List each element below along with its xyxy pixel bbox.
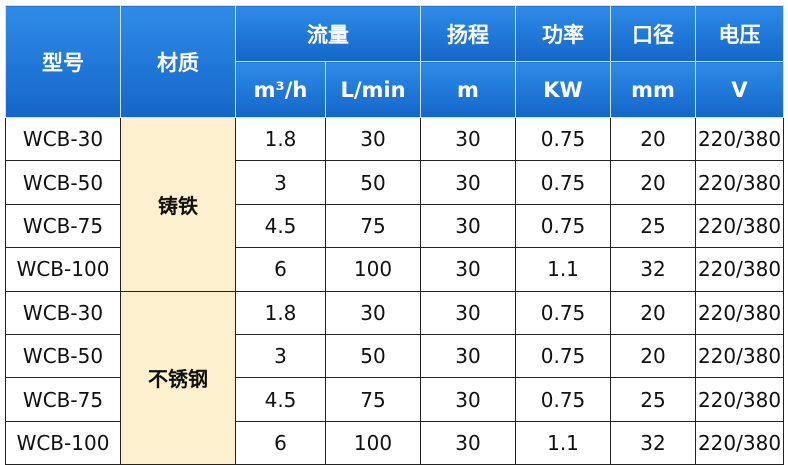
value-cell: 1.1 <box>515 247 611 292</box>
unit-cell: V <box>695 61 784 118</box>
value-cell: 30 <box>420 420 516 465</box>
table-row: WCB-50 3 50 30 0.75 20 220/380 <box>5 160 784 205</box>
table-row: WCB-100 6 100 30 1.1 32 220/380 <box>5 247 784 292</box>
model-cell: WCB-75 <box>5 203 121 249</box>
value-cell: 20 <box>610 290 696 335</box>
value-cell: 100 <box>325 420 421 465</box>
value-cell: 220/380 <box>695 420 784 465</box>
material-cell: 铸铁 <box>120 117 236 292</box>
material-cell: 不锈钢 <box>120 290 236 465</box>
value-cell: 75 <box>325 377 421 422</box>
model-cell: WCB-50 <box>5 160 121 205</box>
value-cell: 220/380 <box>695 116 784 162</box>
header-cell: 材质 <box>120 5 236 118</box>
value-cell: 220/380 <box>695 247 784 292</box>
value-cell: 30 <box>420 377 516 422</box>
value-cell: 30 <box>420 203 516 249</box>
value-cell: 0.75 <box>515 203 611 249</box>
value-cell: 0.75 <box>515 160 611 205</box>
header-cell: 口径 <box>610 5 696 62</box>
value-cell: 220/380 <box>695 160 784 205</box>
value-cell: 220/380 <box>695 377 784 422</box>
value-cell: 75 <box>325 203 421 249</box>
value-cell: 30 <box>325 290 421 335</box>
value-cell: 220/380 <box>695 203 784 249</box>
table-row: WCB-75 4.5 75 30 0.75 25 220/380 <box>5 377 784 422</box>
unit-cell: mm <box>610 61 696 118</box>
value-cell: 30 <box>420 290 516 335</box>
header-cell: 电压 <box>695 5 784 62</box>
unit-cell: KW <box>515 61 611 118</box>
value-cell: 4.5 <box>235 377 326 422</box>
table-header: 型号 材质 流量 扬程 功率 口径 电压 m³/h L/min m KW mm … <box>5 5 784 118</box>
model-cell: WCB-100 <box>5 420 121 465</box>
value-cell: 3 <box>235 160 326 205</box>
model-cell: WCB-50 <box>5 333 121 379</box>
value-cell: 4.5 <box>235 203 326 249</box>
value-cell: 20 <box>610 116 696 162</box>
spec-table: 型号 材质 流量 扬程 功率 口径 电压 m³/h L/min m KW mm … <box>5 5 784 465</box>
value-cell: 1.8 <box>235 290 326 335</box>
header-cell: 扬程 <box>420 5 516 62</box>
model-cell: WCB-30 <box>5 290 121 335</box>
value-cell: 30 <box>325 116 421 162</box>
table-row: WCB-30 铸铁 1.8 30 30 0.75 20 220/380 <box>5 116 784 292</box>
value-cell: 30 <box>420 247 516 292</box>
value-cell: 30 <box>420 116 516 162</box>
header-cell: 功率 <box>515 5 611 62</box>
value-cell: 6 <box>235 247 326 292</box>
table-body: WCB-30 铸铁 1.8 30 30 0.75 20 220/380 WCB-50 3 50 30 0… <box>5 116 784 465</box>
value-cell: 30 <box>420 160 516 205</box>
unit-cell: m³/h <box>235 61 326 118</box>
header-cell: 流量 <box>235 5 421 62</box>
value-cell: 220/380 <box>695 333 784 379</box>
header-cell: 型号 <box>5 5 121 118</box>
value-cell: 50 <box>325 333 421 379</box>
table-row: WCB-30 不锈钢 1.8 30 30 0.75 20 220/380 <box>5 290 784 465</box>
value-cell: 20 <box>610 160 696 205</box>
value-cell: 1.1 <box>515 420 611 465</box>
value-cell: 220/380 <box>695 290 784 335</box>
value-cell: 50 <box>325 160 421 205</box>
value-cell: 0.75 <box>515 333 611 379</box>
value-cell: 32 <box>610 420 696 465</box>
model-cell: WCB-30 <box>5 116 121 162</box>
value-cell: 6 <box>235 420 326 465</box>
model-cell: WCB-100 <box>5 247 121 292</box>
value-cell: 1.8 <box>235 116 326 162</box>
value-cell: 25 <box>610 377 696 422</box>
value-cell: 32 <box>610 247 696 292</box>
table-row: WCB-75 4.5 75 30 0.75 25 220/380 <box>5 203 784 249</box>
value-cell: 25 <box>610 203 696 249</box>
value-cell: 3 <box>235 333 326 379</box>
unit-cell: m <box>420 61 516 118</box>
value-cell: 0.75 <box>515 290 611 335</box>
value-cell: 0.75 <box>515 377 611 422</box>
model-cell: WCB-75 <box>5 377 121 422</box>
value-cell: 30 <box>420 333 516 379</box>
value-cell: 0.75 <box>515 116 611 162</box>
unit-cell: L/min <box>325 61 421 118</box>
table-row: WCB-100 6 100 30 1.1 32 220/380 <box>5 420 784 465</box>
table-row: WCB-50 3 50 30 0.75 20 220/380 <box>5 333 784 379</box>
value-cell: 100 <box>325 247 421 292</box>
value-cell: 20 <box>610 333 696 379</box>
